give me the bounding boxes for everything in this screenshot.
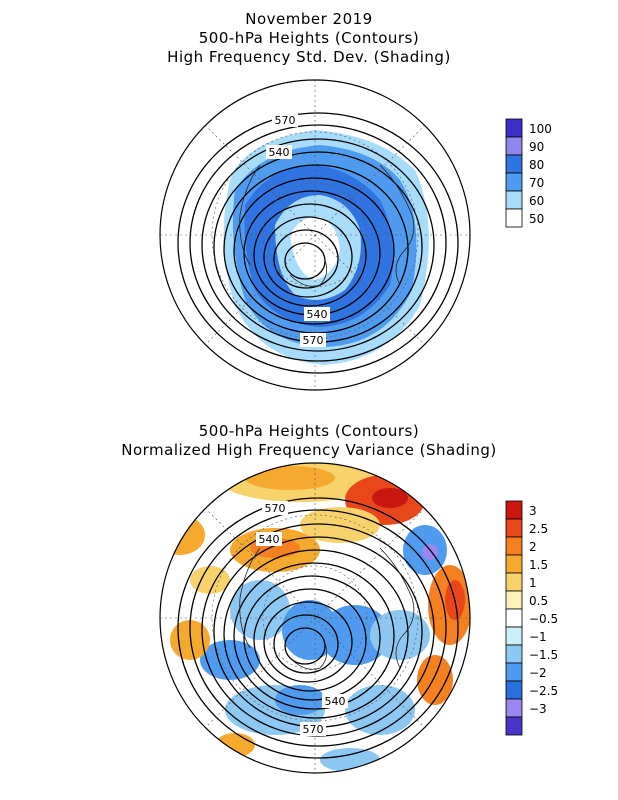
panel2-coastlines	[239, 547, 415, 670]
panel2-title-line2: Normalized High Frequency Variance (Shad…	[121, 441, 497, 459]
panel1-colorbar-box	[505, 136, 523, 156]
panel2-colorbar-box	[505, 608, 523, 628]
panel2-colorbar-box	[505, 662, 523, 682]
panel1-colorbar-label: 100	[529, 122, 552, 136]
panel2-colorbar-box	[505, 716, 523, 736]
panel2-colorbar-box	[505, 518, 523, 538]
panel2-colorbar-label: 0.5	[529, 594, 548, 608]
panel2-contour-label-540-top: 540	[259, 533, 280, 546]
panel2-colorbar-box	[505, 680, 523, 700]
panel2-colorbar-label: −0.5	[529, 612, 558, 626]
panel2-lat-lon-grid	[160, 463, 470, 773]
panel2-colorbar-label: −3	[529, 702, 547, 716]
panel2-map-border	[159, 462, 471, 774]
panel2-colorbar-label: 1	[529, 576, 537, 590]
panel1-colorbar-label: 50	[529, 212, 544, 226]
panel1-map-border	[159, 79, 471, 391]
panel2-contour-label-540-bottom: 540	[325, 695, 346, 708]
panel1-polar-map: 570 540 540 570	[159, 79, 471, 391]
panel1-contour-label-570-top: 570	[275, 114, 296, 127]
panel2-colorbar-label: 3	[529, 504, 537, 518]
panel1-title-line3: High Frequency Std. Dev. (Shading)	[167, 48, 451, 66]
panel2-colorbar-box	[505, 590, 523, 610]
panel1-colorbar-box	[505, 172, 523, 192]
panel1-contour-label-540-bottom: 540	[307, 308, 328, 321]
panel2-title-line1: 500-hPa Heights (Contours)	[198, 422, 420, 440]
panel2-colorbar-label: 2.5	[529, 522, 548, 536]
panel1-title-line2: 500-hPa Heights (Contours)	[198, 29, 420, 47]
panel2-colorbar-label: −1.5	[529, 648, 558, 662]
panel1-shade-hole	[290, 216, 340, 280]
panel1-colorbar: 100 90 80 70 60 50	[505, 118, 552, 228]
panel1-colorbar-label: 90	[529, 140, 544, 154]
panel2-colorbar-label: −2	[529, 666, 547, 680]
panel1-colorbar-box	[505, 190, 523, 210]
panel2-contour-label-570-top: 570	[265, 502, 286, 515]
panel1-colorbar-label: 70	[529, 176, 544, 190]
panel1-colorbar-label: 60	[529, 194, 544, 208]
panel1-title: November 2019 500-hPa Heights (Contours)…	[0, 10, 618, 67]
panel1-colorbar-box	[505, 208, 523, 228]
panel1-coastlines	[239, 164, 415, 287]
panel2-colorbar-box	[505, 626, 523, 646]
panel1-colorbar-label: 80	[529, 158, 544, 172]
panel2-colorbar-label: 1.5	[529, 558, 548, 572]
panel2-colorbar-box	[505, 644, 523, 664]
panel2-contour-label-570-bottom: 570	[303, 723, 324, 736]
panel1-title-line1: November 2019	[245, 10, 373, 28]
panel2-colorbar-box	[505, 554, 523, 574]
panel1-contour-label-540-top: 540	[269, 146, 290, 159]
panel1-colorbar-box	[505, 118, 523, 138]
panel2-polar-map: 570 540 540 570	[159, 462, 471, 774]
panel2-colorbar-label: −1	[529, 630, 547, 644]
panel2-colorbar-box	[505, 536, 523, 556]
panel2-colorbar-box	[505, 572, 523, 592]
panel1-contour-label-570-bottom: 570	[303, 334, 324, 347]
panel2-colorbar: 3 2.5 2 1.5 1 0.5 −0.5 −1 −1.5 −2 −2.5 −3	[505, 500, 558, 736]
panel1-lat-lon-grid	[160, 80, 470, 390]
panel1-colorbar-box	[505, 154, 523, 174]
panel2-colorbar-box	[505, 500, 523, 520]
panel2-title: 500-hPa Heights (Contours) Normalized Hi…	[0, 422, 618, 460]
panel2-colorbar-label: −2.5	[529, 684, 558, 698]
panel2-colorbar-box	[505, 698, 523, 718]
panel2-colorbar-label: 2	[529, 540, 537, 554]
